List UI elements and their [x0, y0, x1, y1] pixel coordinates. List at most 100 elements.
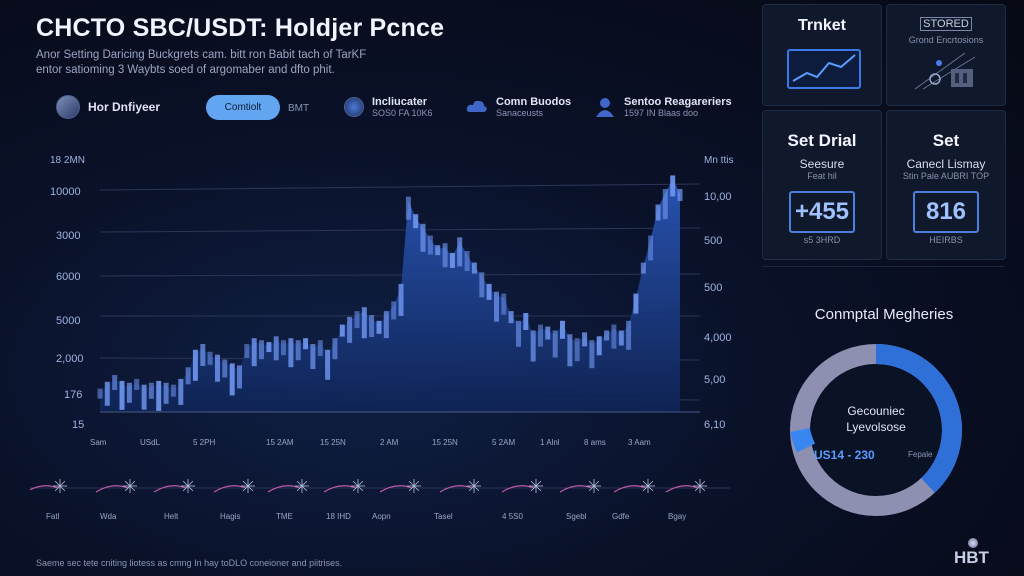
- price-bar: [97, 388, 103, 399]
- donut-chart: Gecouniec Lyevolsose US14 - 230 Fepale: [786, 340, 966, 520]
- timeline-marker: [323, 479, 365, 493]
- x-tick: Sam: [90, 438, 107, 447]
- timeline-marker: [267, 479, 309, 493]
- price-bar: [596, 336, 602, 356]
- price-bar: [126, 382, 132, 403]
- stat-card[interactable]: Set Drial Seesure Feat hil +455 s5 3HRD: [762, 110, 882, 260]
- price-bar: [281, 340, 286, 356]
- price-bar: [376, 320, 382, 334]
- x-tick: 15 25N: [432, 438, 458, 447]
- price-bar: [552, 330, 558, 358]
- price-bar: [494, 291, 499, 322]
- price-chart: [30, 150, 760, 450]
- price-bar: [677, 189, 683, 201]
- user-label: Hor Dnfiyeer: [88, 100, 161, 114]
- grid-line: [99, 227, 701, 233]
- price-bar: [435, 245, 441, 256]
- stat-card[interactable]: Set Canecl Lismay Stin Pale AUBRI TOP 81…: [886, 110, 1006, 260]
- price-bar: [538, 324, 543, 347]
- price-bar: [119, 380, 125, 410]
- price-bar: [134, 378, 140, 390]
- filter-item-title: Sentoo Reagareriers: [624, 96, 732, 108]
- stat-subsub: Feat hil: [807, 171, 837, 181]
- stat-subsub: Stin Pale AUBRI TOP: [902, 171, 990, 181]
- globe-icon: [968, 538, 978, 548]
- price-bar: [185, 367, 191, 385]
- donut-title: Conmptal Megheries: [814, 306, 954, 323]
- timeline-marker: [95, 479, 137, 493]
- filter-item[interactable]: Incliucater SOS0 FA 10K6: [344, 96, 433, 118]
- donut-center-value: US14 - 230: [814, 448, 875, 462]
- stat-value: +455: [789, 191, 855, 233]
- ticket-panel[interactable]: Trnket: [762, 4, 882, 106]
- person-icon: [596, 98, 614, 117]
- y-tick: 176: [64, 389, 83, 401]
- user-chip[interactable]: Hor Dnfiyeer: [56, 95, 160, 119]
- price-bar: [464, 251, 470, 271]
- timeline-marker: [501, 479, 543, 493]
- price-bar: [361, 307, 367, 339]
- filter-item[interactable]: Sentoo Reagareriers 1597 IN Blaas doo: [594, 96, 732, 118]
- price-bar: [479, 272, 485, 298]
- avatar: [56, 95, 80, 119]
- price-bar: [413, 214, 419, 229]
- price-bar: [486, 283, 492, 300]
- price-bar: [618, 330, 624, 346]
- price-bar: [244, 344, 250, 358]
- price-bar: [251, 338, 257, 367]
- price-bar: [266, 342, 272, 353]
- donut-center-line1: Gecouniec: [847, 404, 905, 418]
- price-bar: [648, 235, 654, 261]
- cloud-icon: [466, 100, 487, 112]
- filter-item-sub: Sanaceusts: [496, 108, 544, 118]
- price-bar: [427, 235, 433, 255]
- price-chart-svg: [97, 175, 701, 413]
- timeline-label: Bgay: [668, 512, 687, 521]
- y-tick: 18 2MN: [50, 155, 86, 166]
- timeline-label: 18 IHD: [326, 512, 351, 521]
- x-tick: 15 25N: [320, 438, 346, 447]
- price-bar: [655, 204, 661, 221]
- price-bar: [192, 349, 198, 381]
- timeline-label: 4 5S0: [502, 512, 523, 521]
- price-bar: [501, 293, 507, 315]
- right-tick: 5,00: [704, 374, 726, 386]
- price-bar: [178, 378, 184, 405]
- price-bar: [141, 384, 147, 410]
- x-tick: USdL: [140, 438, 161, 447]
- x-tick: 1 Alnl: [540, 438, 560, 447]
- price-bar: [670, 175, 676, 197]
- x-tick: 3 Aam: [628, 438, 651, 447]
- timeline-marker: [665, 479, 707, 493]
- price-bar: [369, 315, 375, 337]
- donut-hole: [811, 365, 941, 495]
- toggle-button[interactable]: Comtiolt: [206, 95, 280, 120]
- price-bar: [222, 359, 228, 378]
- price-bar: [523, 313, 529, 330]
- price-bar: [273, 336, 279, 361]
- timeline-marker: [379, 479, 421, 493]
- grid-line: [99, 273, 701, 277]
- footer-note: Saeme sec tete cniting liotess as cmng I…: [36, 558, 343, 568]
- timeline-label: Helt: [164, 512, 179, 521]
- filter-item[interactable]: Comn Buodos Sanaceusts: [466, 96, 571, 118]
- filter-item-title: Comn Buodos: [496, 96, 572, 108]
- y-tick: 10000: [50, 186, 81, 198]
- price-bar: [626, 320, 632, 350]
- price-bar: [398, 283, 404, 316]
- right-tick: 4,000: [704, 332, 732, 344]
- indicator-icon: [344, 97, 364, 117]
- price-bar: [104, 381, 110, 406]
- price-bar: [156, 380, 162, 411]
- price-bar: [516, 320, 521, 347]
- right-tick: 500: [704, 282, 723, 294]
- stored-title: STORED: [920, 17, 972, 31]
- filter-item-sub: 1597 IN Blaas doo: [624, 108, 699, 118]
- stored-panel[interactable]: STORED Grond Encrtosions: [886, 4, 1006, 106]
- price-bar: [354, 311, 360, 329]
- right-tick: 10,00: [704, 191, 732, 203]
- price-bar: [611, 324, 617, 349]
- ticket-title: Trnket: [797, 17, 846, 34]
- stat-title: Set: [932, 131, 960, 150]
- page-subtitle: Anor Setting Daricing Buckgrets cam. bit…: [36, 48, 456, 78]
